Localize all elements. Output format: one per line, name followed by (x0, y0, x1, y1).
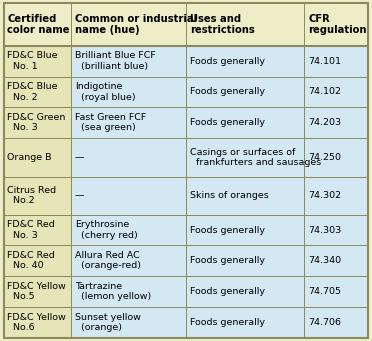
Text: Common or industrial
name (hue): Common or industrial name (hue) (75, 14, 197, 35)
Text: FD&C Blue
  No. 1: FD&C Blue No. 1 (7, 51, 58, 71)
Text: 74.340: 74.340 (308, 256, 341, 265)
Bar (4, 177, 368, 214)
Bar (4, 307, 71, 338)
Text: Foods generally: Foods generally (190, 87, 265, 97)
Bar (4, 107, 71, 138)
Text: Foods generally: Foods generally (190, 225, 265, 235)
Text: 74.203: 74.203 (308, 118, 341, 127)
Bar (4, 3, 368, 46)
Text: FD&C Red
  No. 40: FD&C Red No. 40 (7, 251, 55, 270)
Bar (4, 76, 71, 107)
Bar (4, 138, 71, 177)
Text: Certified
color name: Certified color name (7, 14, 70, 35)
Text: 74.303: 74.303 (308, 225, 341, 235)
Bar (4, 76, 368, 107)
Bar (4, 214, 368, 246)
Text: Tartrazine
  (lemon yellow): Tartrazine (lemon yellow) (75, 282, 151, 301)
Bar (4, 276, 368, 307)
Bar (4, 307, 368, 338)
Text: CFR
regulation: CFR regulation (308, 14, 367, 35)
Bar (4, 246, 71, 276)
Text: Foods generally: Foods generally (190, 287, 265, 296)
Text: 74.102: 74.102 (308, 87, 341, 97)
Text: FD&C Red
  No. 3: FD&C Red No. 3 (7, 220, 55, 240)
Text: Sunset yellow
  (orange): Sunset yellow (orange) (75, 312, 141, 332)
Text: 74.101: 74.101 (308, 57, 341, 66)
Text: 74.705: 74.705 (308, 287, 341, 296)
Text: FD&C Blue
  No. 2: FD&C Blue No. 2 (7, 82, 58, 102)
Text: Foods generally: Foods generally (190, 318, 265, 327)
Text: 74.302: 74.302 (308, 191, 341, 200)
Text: 74.706: 74.706 (308, 318, 341, 327)
Text: —: — (75, 153, 84, 162)
Text: Foods generally: Foods generally (190, 118, 265, 127)
Bar (4, 46, 71, 76)
Text: Erythrosine
  (cherry red): Erythrosine (cherry red) (75, 220, 138, 240)
Text: 74.250: 74.250 (308, 153, 341, 162)
Text: Citrus Red
  No.2: Citrus Red No.2 (7, 186, 57, 206)
Text: Indigotine
  (royal blue): Indigotine (royal blue) (75, 82, 135, 102)
Text: Brilliant Blue FCF
  (brilliant blue): Brilliant Blue FCF (brilliant blue) (75, 51, 155, 71)
Text: Uses and
restrictions: Uses and restrictions (190, 14, 254, 35)
Text: Orange B: Orange B (7, 153, 52, 162)
Text: Skins of oranges: Skins of oranges (190, 191, 269, 200)
Text: FD&C Yellow
  No.6: FD&C Yellow No.6 (7, 312, 66, 332)
Text: Allura Red AC
  (orange-red): Allura Red AC (orange-red) (75, 251, 141, 270)
Bar (4, 214, 71, 246)
Bar (4, 246, 368, 276)
Text: FD&C Yellow
  No.5: FD&C Yellow No.5 (7, 282, 66, 301)
Bar (4, 276, 71, 307)
Bar (4, 107, 368, 138)
Bar (4, 177, 71, 214)
Text: Foods generally: Foods generally (190, 57, 265, 66)
Text: Casings or surfaces of
  frankfurters and sausages: Casings or surfaces of frankfurters and … (190, 148, 321, 167)
Text: Foods generally: Foods generally (190, 256, 265, 265)
Bar (4, 46, 368, 76)
Bar (4, 138, 368, 177)
Text: —: — (75, 191, 84, 200)
Text: FD&C Green
  No. 3: FD&C Green No. 3 (7, 113, 66, 132)
Text: Fast Green FCF
  (sea green): Fast Green FCF (sea green) (75, 113, 146, 132)
